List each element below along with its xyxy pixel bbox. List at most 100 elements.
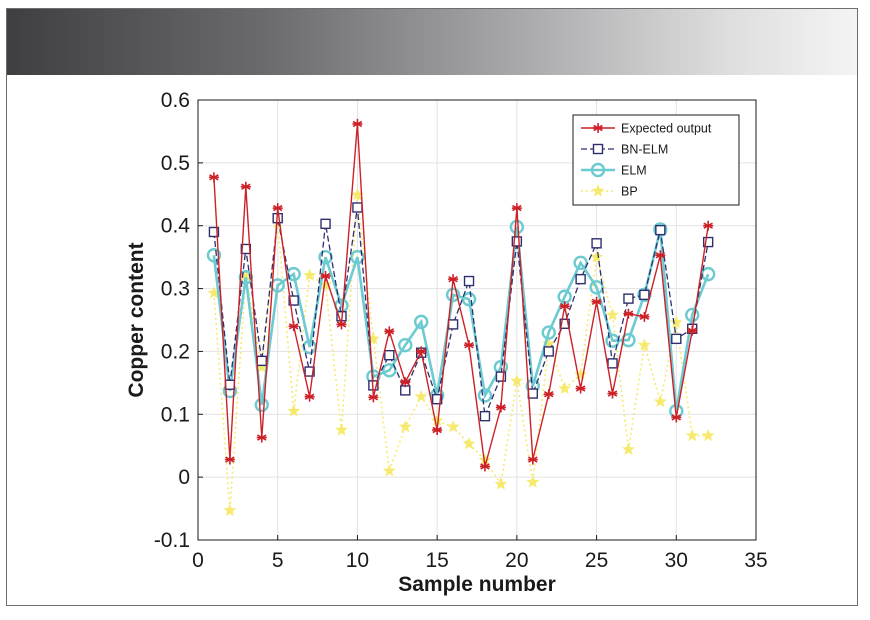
data-point-expected-output bbox=[352, 118, 363, 129]
legend-label: Expected output bbox=[621, 122, 712, 136]
y-tick-label: 0.3 bbox=[161, 278, 190, 301]
data-point-bn-elm bbox=[384, 350, 395, 361]
data-point-bn-elm bbox=[639, 289, 650, 301]
series-bp bbox=[207, 188, 715, 516]
data-point-elm bbox=[382, 363, 397, 378]
x-tick-label: 5 bbox=[272, 549, 284, 572]
data-point-bn-elm bbox=[463, 275, 475, 287]
data-point-bp bbox=[223, 503, 237, 516]
data-point-bn-elm bbox=[702, 236, 714, 248]
data-point-bn-elm bbox=[400, 385, 411, 396]
data-point-elm bbox=[461, 292, 477, 307]
data-point-bp bbox=[494, 477, 508, 490]
data-point-expected-output bbox=[543, 389, 554, 400]
legend-marker bbox=[591, 184, 605, 197]
legend-label: BP bbox=[621, 185, 638, 199]
x-tick-label: 10 bbox=[346, 549, 369, 572]
legend-marker bbox=[590, 162, 606, 178]
data-point-elm bbox=[509, 219, 525, 235]
data-point-bp bbox=[669, 315, 683, 329]
data-point-expected-output bbox=[607, 388, 618, 399]
axis-ticks: 0 5 10 15 20 25 30 35-0.100.10.20.30.40.50.6 bbox=[154, 89, 768, 572]
data-point-expected-output bbox=[623, 308, 634, 319]
data-point-expected-output bbox=[368, 392, 379, 403]
data-point-elm bbox=[621, 332, 636, 348]
data-point-bn-elm bbox=[591, 238, 602, 249]
data-point-bn-elm bbox=[559, 318, 570, 329]
data-point-expected-output bbox=[400, 377, 411, 388]
legend-entry: Expected output bbox=[581, 122, 712, 136]
data-point-elm bbox=[477, 388, 493, 403]
data-point-bn-elm bbox=[607, 358, 618, 369]
data-point-bp bbox=[622, 442, 635, 455]
data-point-expected-output bbox=[432, 425, 443, 435]
data-point-expected-output bbox=[224, 454, 235, 465]
data-point-bn-elm bbox=[671, 333, 682, 345]
data-point-expected-output bbox=[639, 311, 650, 322]
x-tick-label: 25 bbox=[585, 549, 608, 572]
x-tick-label: 30 bbox=[665, 549, 688, 572]
data-point-bp bbox=[430, 413, 444, 427]
data-point-bp bbox=[510, 374, 524, 387]
data-point-bp bbox=[382, 464, 396, 477]
data-point-expected-output bbox=[448, 274, 459, 285]
data-point-bp bbox=[462, 436, 476, 450]
data-point-bp bbox=[303, 268, 317, 281]
legend-entry: BP bbox=[581, 184, 638, 199]
data-point-bn-elm bbox=[479, 410, 491, 422]
data-point-bp bbox=[637, 338, 651, 351]
data-point-expected-output bbox=[591, 296, 602, 307]
data-point-elm bbox=[685, 307, 700, 323]
data-point-expected-output bbox=[208, 172, 219, 183]
series-line-expected-output bbox=[213, 123, 709, 467]
y-tick-label: 0.5 bbox=[161, 152, 190, 175]
data-point-bn-elm bbox=[543, 346, 554, 357]
data-point-elm bbox=[350, 249, 365, 265]
data-point-elm bbox=[206, 248, 222, 263]
data-point-bn-elm bbox=[208, 226, 220, 238]
data-point-elm bbox=[286, 266, 301, 282]
data-point-expected-output bbox=[559, 301, 570, 312]
data-point-bn-elm bbox=[224, 379, 236, 390]
data-point-expected-output bbox=[288, 321, 299, 332]
data-point-expected-output bbox=[272, 203, 283, 214]
series-layer bbox=[206, 118, 716, 516]
data-point-expected-output bbox=[320, 271, 331, 281]
data-point-bn-elm bbox=[320, 218, 331, 230]
data-point-expected-output bbox=[416, 346, 427, 357]
data-point-elm bbox=[653, 222, 668, 237]
x-axis-label: Sample number bbox=[398, 573, 556, 596]
y-tick-label: 0.4 bbox=[161, 215, 191, 238]
plot-border bbox=[197, 99, 757, 541]
data-point-bp bbox=[701, 428, 715, 442]
data-point-bp bbox=[287, 404, 301, 417]
data-point-expected-output bbox=[575, 383, 586, 394]
data-point-expected-output bbox=[336, 319, 347, 330]
legend-marker bbox=[592, 143, 604, 155]
data-point-expected-output bbox=[479, 461, 490, 472]
y-tick-label: 0.1 bbox=[161, 403, 190, 426]
data-point-bn-elm bbox=[352, 202, 363, 213]
series-elm bbox=[206, 219, 716, 419]
x-tick-label: 35 bbox=[744, 549, 767, 572]
data-point-elm bbox=[589, 280, 604, 295]
data-point-bp bbox=[446, 420, 460, 433]
y-axis-label: Copper content bbox=[125, 242, 148, 397]
data-point-elm bbox=[541, 325, 556, 340]
data-point-bn-elm bbox=[256, 355, 267, 367]
data-point-bp bbox=[590, 250, 604, 263]
data-point-expected-output bbox=[655, 250, 666, 261]
data-point-elm bbox=[254, 397, 269, 413]
x-tick-label: 0 bbox=[192, 549, 204, 572]
data-point-elm bbox=[414, 314, 429, 330]
data-point-bn-elm bbox=[575, 273, 586, 285]
series-bn-elm bbox=[208, 202, 714, 422]
data-point-bp bbox=[398, 420, 412, 433]
data-point-expected-output bbox=[527, 454, 538, 465]
data-point-bp bbox=[653, 394, 667, 408]
data-point-bn-elm bbox=[304, 366, 315, 377]
legend: Expected output BN-ELM ELM BP bbox=[572, 114, 740, 206]
data-point-expected-output bbox=[256, 432, 267, 443]
data-point-expected-output bbox=[511, 203, 522, 214]
data-point-bp bbox=[526, 475, 540, 488]
